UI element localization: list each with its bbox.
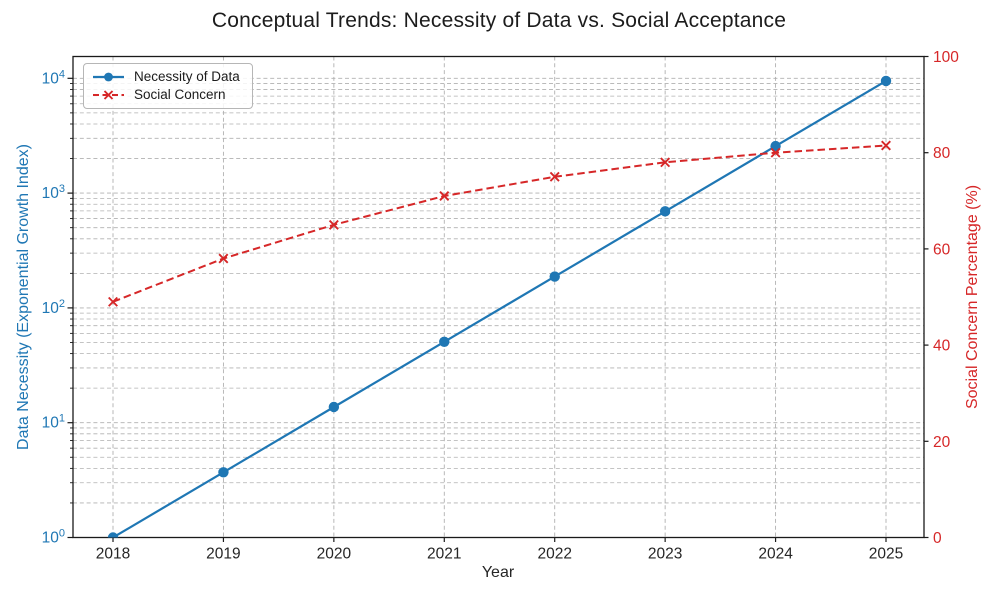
left-tick-label: 104 bbox=[42, 68, 65, 87]
legend-item-necessity-of-data: Necessity of Data bbox=[92, 69, 240, 84]
plot-border bbox=[72, 55, 925, 539]
left-tick-label: 103 bbox=[42, 183, 65, 202]
social-concern-marker bbox=[218, 253, 229, 264]
necessity-of-data-marker bbox=[659, 206, 671, 217]
x-tick-label: 2022 bbox=[537, 546, 571, 563]
social-concern-marker bbox=[328, 219, 339, 230]
necessity-of-data-line bbox=[112, 79, 887, 538]
x-tick-label: 2025 bbox=[869, 546, 903, 563]
necessity-of-data-marker bbox=[439, 336, 450, 347]
chart-title: Conceptual Trends: Necessity of Data vs.… bbox=[211, 9, 787, 32]
right-tick-label: 60 bbox=[933, 241, 951, 258]
social-concern-line-sample-icon bbox=[93, 89, 124, 100]
left-tick-label: 101 bbox=[42, 413, 65, 432]
right-tick-label: 80 bbox=[933, 145, 951, 162]
social-concern-line bbox=[112, 144, 887, 303]
necessity-of-data-marker bbox=[328, 401, 340, 413]
right-tick-label: 100 bbox=[933, 49, 959, 66]
social-concern-marker bbox=[881, 140, 891, 151]
left-axis-label: Data Necessity (Exponential Growth Index… bbox=[15, 144, 32, 450]
necessity-of-data-marker bbox=[770, 140, 781, 152]
legend: Necessity of Data Social Concern bbox=[83, 63, 253, 109]
legend-label-necessity-of-data: Necessity of Data bbox=[134, 69, 240, 84]
social-concern-marker bbox=[660, 157, 671, 168]
necessity-of-data-marker bbox=[107, 532, 119, 538]
left-tick-label: 100 bbox=[42, 528, 65, 547]
left-tick-label: 102 bbox=[42, 298, 65, 317]
x-tick-label: 2019 bbox=[206, 546, 240, 563]
x-tick-label: 2024 bbox=[758, 546, 793, 563]
right-tick-label: 20 bbox=[933, 434, 951, 451]
necessity-of-data-marker bbox=[880, 75, 892, 87]
series-group bbox=[107, 75, 892, 538]
x-tick-label: 2020 bbox=[317, 546, 352, 563]
legend-item-social-concern: Social Concern bbox=[92, 87, 240, 102]
x-axis-label: Year bbox=[481, 564, 515, 581]
social-concern-marker bbox=[549, 171, 560, 182]
legend-label-social-concern: Social Concern bbox=[134, 87, 226, 102]
x-tick-label: 2021 bbox=[427, 546, 461, 563]
x-tick-label: 2018 bbox=[96, 546, 130, 563]
right-tick-label: 40 bbox=[933, 338, 951, 355]
necessity-line-sample-icon bbox=[93, 72, 124, 81]
right-tick-label: 0 bbox=[933, 530, 942, 547]
right-axis-label: Social Concern Percentage (%) bbox=[964, 184, 981, 410]
social-concern-marker bbox=[439, 191, 450, 201]
necessity-of-data-marker bbox=[218, 467, 229, 478]
social-concern-marker bbox=[108, 296, 118, 307]
necessity-of-data-marker bbox=[549, 271, 560, 282]
x-tick-label: 2023 bbox=[648, 546, 682, 563]
social-concern-marker bbox=[770, 147, 781, 158]
